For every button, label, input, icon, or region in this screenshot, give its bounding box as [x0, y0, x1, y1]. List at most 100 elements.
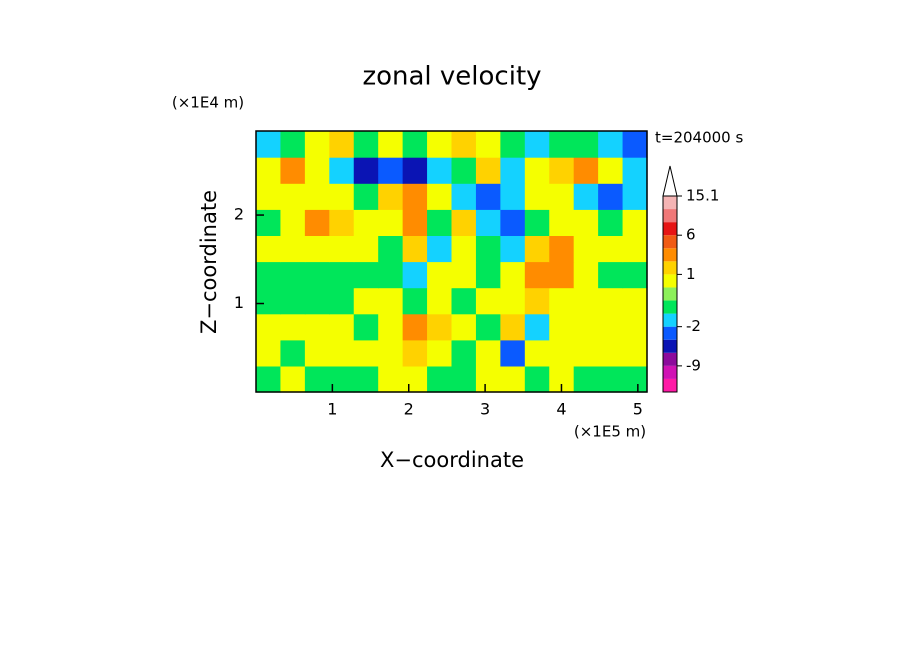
field-cell	[256, 209, 282, 236]
field-cell	[451, 157, 477, 184]
field-cell	[451, 131, 477, 158]
field-cell	[402, 131, 428, 158]
field-cell	[475, 313, 501, 341]
field-cell	[329, 365, 355, 393]
field-cell	[573, 339, 599, 367]
field-cell	[500, 235, 526, 263]
field-cell	[402, 365, 428, 393]
field-cell	[622, 183, 648, 210]
field-cell	[256, 157, 282, 184]
field-cell	[280, 313, 306, 341]
field-cell	[451, 365, 477, 393]
field-cell	[329, 287, 355, 315]
field-cell	[598, 131, 624, 158]
colorbar-bin	[663, 235, 677, 249]
field-cell	[304, 313, 330, 341]
field-cell	[353, 261, 379, 289]
field-cell	[500, 339, 526, 367]
field-cell	[524, 183, 550, 210]
colorbar-arrow	[662, 165, 678, 197]
field-cell	[475, 131, 501, 158]
x-unit: (×1E5 m)	[574, 423, 646, 441]
field-cell	[475, 209, 501, 236]
field-cell	[451, 235, 477, 263]
field-cell	[622, 209, 648, 236]
field-cell	[622, 339, 648, 367]
field-cell	[573, 313, 599, 341]
field-cell	[524, 131, 550, 158]
field-cell	[402, 287, 428, 315]
field-cell	[280, 183, 306, 210]
field-cell	[353, 183, 379, 210]
field-cell	[256, 365, 282, 393]
field-cell	[500, 183, 526, 210]
field-cell	[598, 365, 624, 393]
field-cell	[304, 157, 330, 184]
field-cell	[256, 183, 282, 210]
field-cell	[549, 157, 575, 184]
field-cell	[524, 339, 550, 367]
field-cell	[427, 209, 453, 236]
field-cell	[353, 131, 379, 158]
field-cell	[573, 183, 599, 210]
field-cell	[475, 235, 501, 263]
colorbar-bin	[663, 365, 677, 379]
field-cell	[598, 313, 624, 341]
x-tick-label: 4	[556, 400, 566, 419]
field-cell	[549, 261, 575, 289]
field-cell	[427, 261, 453, 289]
field-cell	[304, 261, 330, 289]
field-cell	[500, 157, 526, 184]
colorbar-bin	[663, 222, 677, 236]
field-cell	[402, 261, 428, 289]
field-cell	[402, 183, 428, 210]
field-cell	[427, 339, 453, 367]
chart-title: zonal velocity	[362, 62, 541, 92]
field-cell	[353, 235, 379, 263]
field-cell	[549, 287, 575, 315]
field-cell	[427, 131, 453, 158]
field-cell	[280, 287, 306, 315]
field-cell	[475, 339, 501, 367]
field-cell	[280, 235, 306, 263]
field-cell	[475, 261, 501, 289]
field-cell	[524, 287, 550, 315]
field-cell	[256, 287, 282, 315]
field-cell	[427, 235, 453, 263]
field-cell	[402, 313, 428, 341]
field-cell	[329, 183, 355, 210]
x-tick-label: 5	[633, 400, 643, 419]
x-tick-label: 3	[480, 400, 490, 419]
field-cell	[573, 287, 599, 315]
field-cell	[475, 365, 501, 393]
colorbar-bin	[663, 326, 677, 340]
field-cell	[598, 261, 624, 289]
field-cell	[451, 339, 477, 367]
field-cell	[353, 209, 379, 236]
field-cell	[353, 313, 379, 341]
field-cell	[500, 209, 526, 236]
field-cell	[304, 339, 330, 367]
field-cell	[378, 183, 404, 210]
field-cell	[500, 287, 526, 315]
field-cell	[256, 235, 282, 263]
field-cell	[573, 209, 599, 236]
field-cell	[524, 157, 550, 184]
field-cell	[598, 209, 624, 236]
x-tick-label: 2	[404, 400, 414, 419]
x-axis-label: X−coordinate	[380, 448, 524, 472]
field-cell	[549, 131, 575, 158]
field-cell	[573, 131, 599, 158]
field-cell	[524, 209, 550, 236]
field-cell	[524, 365, 550, 393]
field-cell	[549, 209, 575, 236]
colorbar-bin	[663, 313, 677, 327]
field-cell	[427, 313, 453, 341]
field-cell	[329, 339, 355, 367]
field-cell	[280, 261, 306, 289]
field-cell	[402, 209, 428, 236]
field-cell	[598, 235, 624, 263]
field-cell	[451, 287, 477, 315]
field-cell	[451, 261, 477, 289]
